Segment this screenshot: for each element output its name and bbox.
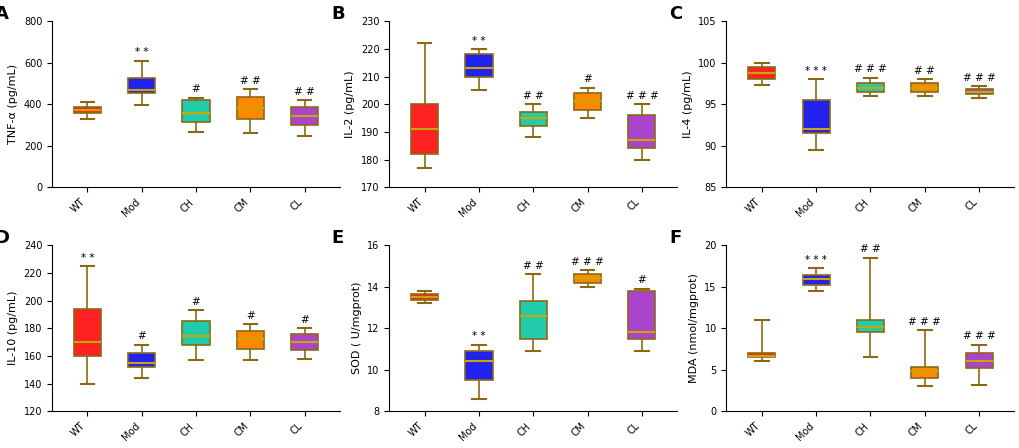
PathPatch shape	[748, 353, 774, 357]
Text: # #: # #	[913, 66, 934, 76]
Y-axis label: IL-2 (pg/mL): IL-2 (pg/mL)	[345, 70, 355, 138]
Y-axis label: SOD ( U/mgprot): SOD ( U/mgprot)	[352, 282, 362, 375]
Text: E: E	[331, 228, 343, 247]
Text: #: #	[637, 276, 646, 285]
PathPatch shape	[465, 54, 492, 77]
PathPatch shape	[574, 274, 600, 283]
PathPatch shape	[519, 112, 546, 126]
PathPatch shape	[128, 78, 155, 93]
Text: # #: # #	[239, 76, 261, 86]
PathPatch shape	[465, 351, 492, 380]
PathPatch shape	[910, 367, 937, 378]
Y-axis label: TNF-α (pg/mL): TNF-α (pg/mL)	[8, 64, 18, 144]
PathPatch shape	[965, 89, 991, 94]
Y-axis label: MDA (nmol/mgprot): MDA (nmol/mgprot)	[688, 273, 698, 383]
Text: * * *: * * *	[804, 255, 826, 265]
Y-axis label: IL-10 (pg/mL): IL-10 (pg/mL)	[8, 291, 18, 366]
Text: #: #	[583, 74, 591, 84]
Text: # # #: # # #	[853, 65, 886, 74]
Text: * *: * *	[472, 35, 485, 46]
PathPatch shape	[73, 107, 101, 113]
PathPatch shape	[411, 294, 438, 300]
PathPatch shape	[802, 275, 828, 285]
PathPatch shape	[519, 301, 546, 339]
PathPatch shape	[290, 334, 318, 350]
Text: # #: # #	[523, 91, 543, 101]
PathPatch shape	[910, 83, 937, 92]
PathPatch shape	[856, 83, 883, 92]
Text: # # #: # # #	[908, 317, 941, 327]
Text: #: #	[138, 332, 146, 341]
Text: # # #: # # #	[625, 91, 657, 101]
Text: # #: # #	[523, 261, 543, 271]
Y-axis label: IL-4 (pg/mL): IL-4 (pg/mL)	[682, 70, 692, 138]
PathPatch shape	[128, 353, 155, 367]
PathPatch shape	[290, 107, 318, 125]
PathPatch shape	[73, 309, 101, 356]
PathPatch shape	[574, 93, 600, 110]
Text: # # #: # # #	[571, 257, 603, 267]
Text: * *: * *	[135, 47, 149, 57]
Text: # #: # #	[294, 87, 315, 97]
PathPatch shape	[628, 115, 655, 148]
Text: C: C	[668, 4, 682, 23]
Text: #: #	[300, 315, 309, 325]
Text: * *: * *	[81, 253, 94, 263]
Text: F: F	[668, 228, 681, 247]
Text: * * *: * * *	[804, 66, 826, 76]
PathPatch shape	[802, 100, 828, 133]
Text: A: A	[0, 4, 8, 23]
Text: B: B	[331, 4, 345, 23]
PathPatch shape	[182, 321, 210, 345]
PathPatch shape	[856, 320, 883, 332]
Text: * *: * *	[472, 332, 485, 341]
Text: # #: # #	[859, 244, 880, 254]
Text: # # #: # # #	[962, 73, 995, 82]
PathPatch shape	[965, 353, 991, 368]
PathPatch shape	[411, 104, 438, 154]
PathPatch shape	[236, 97, 264, 119]
Text: #: #	[192, 84, 200, 94]
Text: #: #	[192, 297, 200, 307]
Text: #: #	[246, 311, 255, 321]
PathPatch shape	[628, 291, 655, 339]
PathPatch shape	[748, 67, 774, 79]
Text: # # #: # # #	[962, 332, 995, 341]
PathPatch shape	[236, 331, 264, 349]
Text: D: D	[0, 228, 9, 247]
PathPatch shape	[182, 99, 210, 122]
